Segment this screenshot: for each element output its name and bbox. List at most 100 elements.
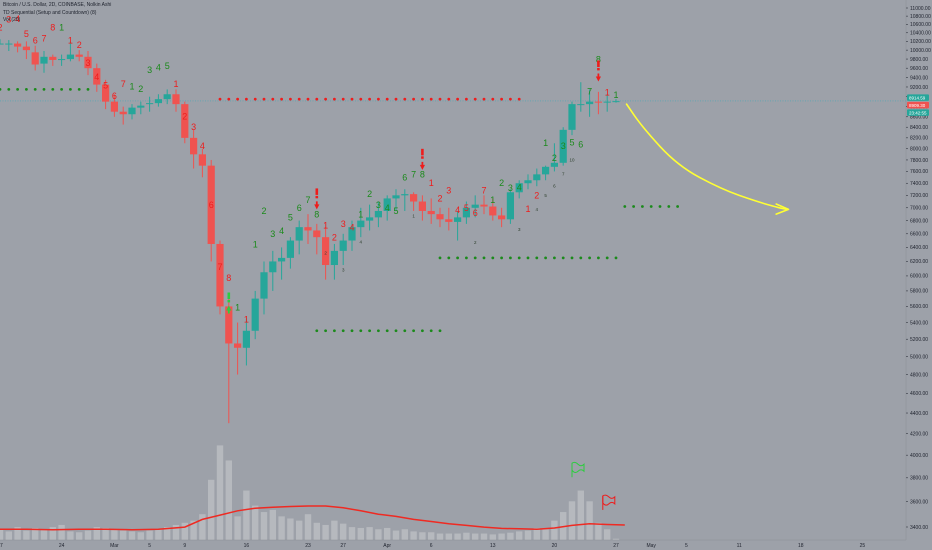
volume-bar: [489, 534, 496, 540]
td-dot: [86, 87, 90, 91]
candle-down: [445, 207, 453, 231]
volume-bar: [542, 529, 549, 540]
td-dot: [77, 87, 81, 91]
exclamation-dot: [597, 67, 600, 71]
candle-body: [524, 180, 532, 184]
time-axis: 17 24 Mar 5 9 16 23 27 Apr 6 13 20 27 May 5 11 18 25: [0, 539, 932, 550]
td-setup-count: 4: [517, 182, 522, 192]
candle-up: [295, 220, 303, 255]
candle-body: [163, 94, 171, 100]
candle-body: [242, 330, 250, 348]
candle-body: [110, 101, 118, 112]
td-dot: [456, 97, 459, 101]
candle-body: [383, 198, 391, 211]
td-dot: [359, 97, 363, 101]
td-dot: [553, 256, 556, 260]
td-dot: [561, 256, 565, 260]
td-setup-count: 4: [349, 222, 354, 232]
candle-up: [612, 99, 620, 103]
price-tick-label: 10800.00: [910, 14, 931, 20]
candle-up: [383, 195, 391, 221]
td-setup-count: 5: [288, 213, 293, 223]
price-tick-label: 6000.00: [910, 274, 928, 280]
td-countdown-count: 5: [544, 193, 547, 198]
candle-body: [410, 194, 418, 202]
candle-up: [524, 174, 532, 190]
candle-body: [559, 129, 567, 163]
candle-down: [31, 45, 39, 71]
td-dot: [33, 87, 37, 91]
candle-down: [436, 207, 444, 228]
candle-body: [40, 56, 48, 64]
volume-bar: [5, 531, 12, 540]
td-setup-count: 3: [376, 200, 381, 210]
td-dot: [597, 256, 600, 260]
candle-body: [330, 250, 338, 266]
td-countdown-count: 4: [536, 207, 539, 212]
volume-bar: [436, 533, 444, 540]
td-setup-count: 5: [393, 206, 398, 216]
td-setup-count: 8: [314, 209, 319, 219]
td-setup-count: 1: [358, 209, 363, 219]
td-dot: [350, 329, 354, 333]
td-setup-count: 7: [121, 79, 126, 89]
time-tick-label: 16: [244, 543, 250, 549]
candle-down: [75, 50, 83, 62]
td-setup-count: 2: [437, 194, 442, 204]
candle-up: [577, 82, 585, 112]
td-dot: [341, 97, 345, 101]
price-tick-label: 5200.00: [910, 337, 928, 343]
td-setup-count: 8: [596, 55, 601, 65]
td-dot: [227, 97, 231, 101]
time-tick-label: 18: [798, 543, 804, 549]
td-setup-count: 6: [402, 172, 407, 182]
candle-up: [374, 201, 382, 228]
time-tick-label: 27: [613, 543, 619, 549]
candle-body: [480, 204, 488, 207]
td-dot: [42, 87, 46, 91]
td-setup-count: 2: [552, 153, 557, 163]
td-setup-count: 8: [226, 273, 231, 283]
candle-down: [22, 41, 30, 60]
volume-bar: [392, 530, 400, 540]
volume-bar: [463, 532, 470, 540]
candle-up: [357, 207, 365, 238]
candle-up: [5, 40, 13, 52]
volume-bar: [375, 529, 382, 540]
candle-up: [66, 41, 74, 62]
volume-bar: [472, 533, 479, 540]
volume-bar: [287, 518, 294, 540]
td-countdown-count: 2: [324, 250, 327, 255]
td-dot: [465, 97, 468, 101]
candle-body: [454, 217, 462, 222]
candle-up: [269, 250, 277, 291]
td-setup-count: 1: [429, 178, 434, 188]
candle-body: [0, 43, 4, 45]
volume-bar: [146, 530, 153, 540]
candle-up: [251, 290, 259, 340]
projection-curve: [625, 103, 789, 210]
td-dot: [280, 97, 283, 101]
td-dot: [394, 329, 398, 333]
volume-bar: [0, 529, 4, 540]
candle-up: [603, 94, 611, 112]
td-dot: [482, 256, 486, 260]
candle-body: [128, 107, 136, 115]
volume-bar: [401, 529, 408, 540]
price-tick-label: 9400.00: [910, 75, 928, 81]
td-setup-count: 7: [41, 33, 46, 43]
volume-bar: [208, 479, 215, 540]
td-setup-count: 5: [464, 203, 469, 213]
td-setup-count: 1: [613, 90, 618, 100]
td-dot: [614, 256, 618, 260]
price-tick-label: 7400.00: [910, 181, 928, 187]
candle-down: [207, 159, 215, 262]
td-setup-count: 4: [94, 72, 99, 82]
candle-body: [286, 240, 294, 258]
flag-cloth: [571, 461, 585, 473]
volume-bar: [164, 527, 171, 540]
price-tick-label: 8200.00: [910, 136, 928, 142]
candle-down: [322, 227, 330, 280]
td-setup-count: 6: [33, 36, 38, 46]
